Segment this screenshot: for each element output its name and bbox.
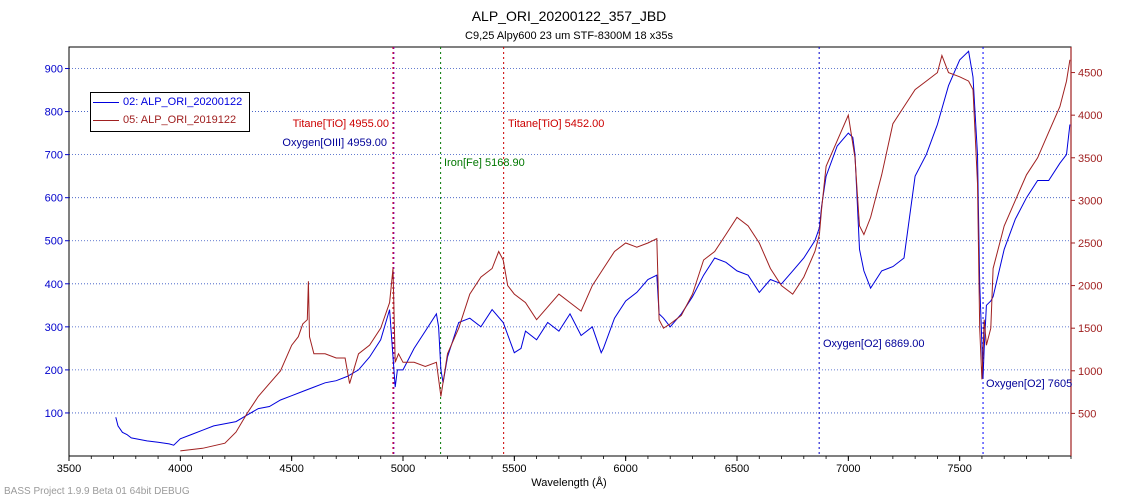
chart-title: ALP_ORI_20200122_357_JBD [472, 8, 667, 24]
y-left-tick-label: 800 [45, 107, 63, 119]
x-tick-label: 4000 [168, 463, 192, 475]
y-left-tick-label: 100 [45, 408, 63, 420]
series-line-1 [115, 50, 1071, 446]
y-right-tick-label: 3500 [1078, 153, 1102, 165]
y-left-tick-label: 200 [45, 365, 63, 377]
x-tick-label: 7500 [947, 463, 971, 475]
y-right-tick-label: 3000 [1078, 195, 1102, 207]
y-left-tick-label: 700 [45, 150, 63, 162]
legend-swatch-series-1 [93, 101, 119, 103]
annotation-label: Titane[TiO] 5452.00 [508, 118, 604, 130]
x-axis-label: Wavelength (Å) [531, 476, 606, 489]
chart-legend: 02: ALP_ORI_20200122 05: ALP_ORI_2019122 [90, 92, 250, 132]
x-tick-label: 5000 [391, 463, 415, 475]
chart-subtitle: C9,25 Alpy600 23 um STF-8300M 18 x35s [465, 30, 673, 42]
plot-area: 3500 4000 4500 5000 5500 6000 6500 7000 7500 100 2… [45, 46, 1102, 475]
y-left-tick-label: 600 [45, 193, 63, 205]
legend-label-series-1: 02: ALP_ORI_20200122 [123, 96, 243, 108]
x-tick-label: 5500 [502, 463, 526, 475]
y-right-tick-label: 2500 [1078, 238, 1102, 250]
y-right-tick-label: 1000 [1078, 366, 1102, 378]
annotation-label: Oxygen[OIII] 4959.00 [282, 137, 387, 149]
y-right-tick-label: 1500 [1078, 323, 1102, 335]
series-line-2 [180, 53, 1071, 452]
y-left-tick-label: 400 [45, 279, 63, 291]
y-right-tick-label: 4000 [1078, 110, 1102, 122]
y-left-tick-label: 300 [45, 322, 63, 334]
annotation-label: Oxygen[O2] 7605 [986, 378, 1072, 390]
y-right-tick-label: 4500 [1078, 68, 1102, 80]
y-left-tick-label: 900 [45, 64, 63, 76]
annotation-label: Oxygen[O2] 6869.00 [823, 338, 925, 350]
legend-item: 02: ALP_ORI_20200122 [91, 93, 249, 111]
y-right-tick-label: 500 [1078, 408, 1096, 420]
x-tick-label: 6500 [725, 463, 749, 475]
x-tick-label: 6000 [613, 463, 637, 475]
legend-item: 05: ALP_ORI_2019122 [91, 111, 249, 129]
legend-swatch-series-2 [93, 119, 119, 121]
annotation-label: Titane[TiO] 4955.00 [293, 118, 389, 130]
y-left-tick-label: 500 [45, 236, 63, 248]
x-tick-label: 7000 [836, 463, 860, 475]
legend-label-series-2: 05: ALP_ORI_2019122 [123, 114, 237, 126]
annotation-label: Iron[Fe] 5168.90 [444, 157, 525, 169]
app-footer-version: BASS Project 1.9.9 Beta 01 64bit DEBUG [4, 486, 190, 497]
y-right-tick-label: 2000 [1078, 281, 1102, 293]
x-tick-label: 4500 [279, 463, 303, 475]
x-tick-label: 3500 [57, 463, 81, 475]
